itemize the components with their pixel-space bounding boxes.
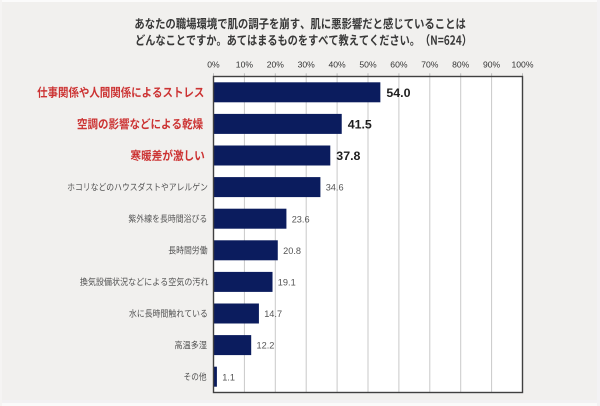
svg-text:19.1: 19.1 (278, 278, 296, 288)
svg-text:23.6: 23.6 (292, 214, 310, 224)
svg-text:14.7: 14.7 (264, 309, 282, 319)
svg-text:80%: 80% (452, 59, 470, 69)
svg-text:100%: 100% (512, 59, 534, 69)
svg-text:50%: 50% (359, 59, 377, 69)
svg-text:1.1: 1.1 (222, 372, 235, 382)
svg-text:20%: 20% (267, 59, 285, 69)
svg-text:40%: 40% (328, 59, 346, 69)
svg-text:70%: 70% (421, 59, 439, 69)
svg-text:34.6: 34.6 (326, 183, 344, 193)
svg-text:37.8: 37.8 (336, 149, 360, 163)
svg-text:10%: 10% (236, 59, 254, 69)
svg-text:30%: 30% (298, 59, 316, 69)
svg-text:12.2: 12.2 (257, 341, 275, 351)
svg-text:0%: 0% (207, 59, 220, 69)
svg-text:90%: 90% (483, 59, 501, 69)
svg-text:20.8: 20.8 (283, 246, 301, 256)
svg-text:41.5: 41.5 (348, 117, 372, 131)
svg-text:60%: 60% (390, 59, 408, 69)
svg-text:54.0: 54.0 (386, 86, 410, 100)
